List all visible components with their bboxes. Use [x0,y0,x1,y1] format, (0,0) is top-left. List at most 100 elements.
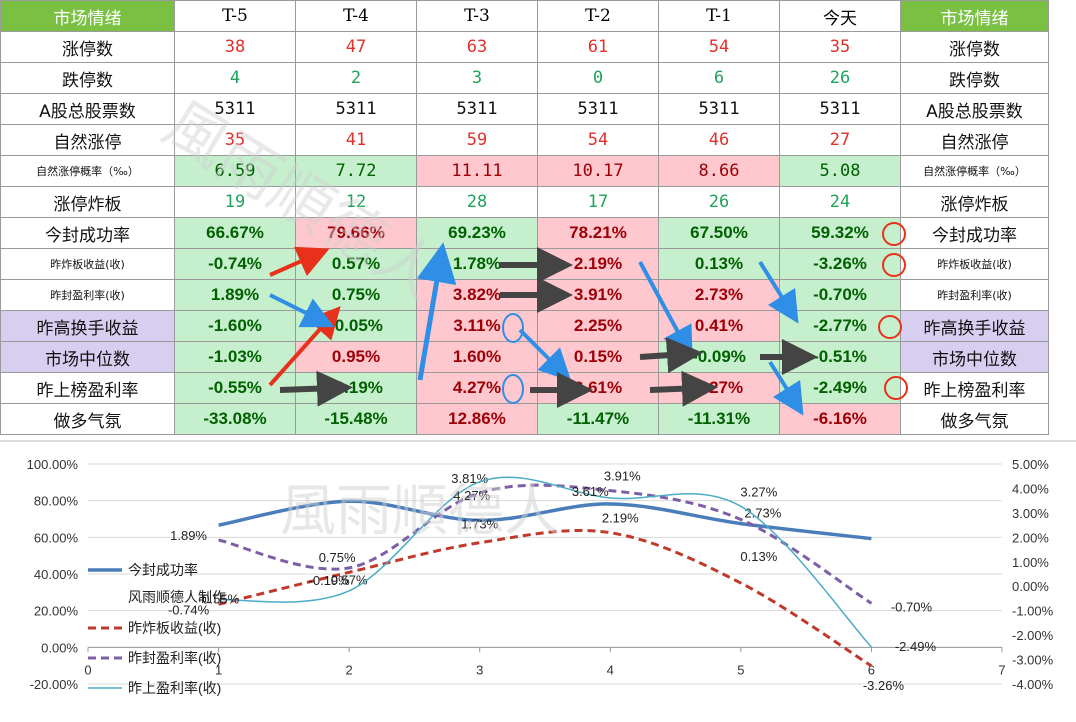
data-label: 0.13% [740,549,777,564]
legend-entry: 今封成功率 [128,562,198,578]
value-cell: 3.11% [416,310,538,342]
row-label: 做多气氛 [0,403,175,435]
series-line [218,528,873,668]
value-cell: -0.74% [174,248,296,280]
value-cell: -6.16% [779,403,901,435]
row-label-right: 自然涨停概率（‰） [900,155,1049,187]
data-label: -3.26% [863,678,905,693]
y-left-tick-label: 20.00% [34,604,79,619]
row-label: 昨上榜盈利率 [0,372,175,404]
value-cell: 67.50% [658,217,780,249]
table-row: 自然涨停概率（‰） 6.59 7.72 11.11 10.17 8.66 5.08 自然涨停概… [0,155,1049,187]
legend-note: 风雨顺德人制作 [128,589,226,605]
value-cell: 27 [779,124,901,156]
value-cell: 2.25% [537,310,659,342]
header-label: 市场情绪 [900,0,1049,32]
row-label-right: 昨高换手收益 [900,310,1049,342]
value-cell: 24 [779,186,901,218]
row-label-right: 跌停数 [900,62,1049,94]
value-cell: 0.13% [658,248,780,280]
table-row: 昨炸板收益(收) -0.74% 0.57% 1.78% 2.19% 0.13% -3.26%… [0,248,1049,280]
value-cell: 6.59 [174,155,296,187]
value-cell: 46 [658,124,780,156]
value-cell: 3 [416,62,538,94]
table-row: 市场中位数 -1.03% 0.95% 1.60% 0.15% -0.09% -0.51% 市场… [0,341,1049,373]
trend-chart: 100.00%80.00%60.00%40.00%20.00%0.00%-20.… [0,440,1076,696]
y-right-tick-label: -4.00% [1012,677,1054,692]
value-cell: 28 [416,186,538,218]
value-cell: 26 [779,62,901,94]
value-cell: 19 [174,186,296,218]
value-cell: -0.51% [779,341,901,373]
market-sentiment-table-area: 市场情绪 T-5 T-4 T-3 T-2 T-1 今天 市场情绪 涨停数 38 47 63 61 54 35… [0,0,1049,435]
data-label: 3.27% [740,484,777,499]
row-label-right: 市场中位数 [900,341,1049,373]
value-cell: 5311 [416,93,538,125]
row-label: 昨封盈利率(收) [0,279,175,311]
value-cell: -1.60% [174,310,296,342]
value-cell: 5.08 [779,155,901,187]
row-label: 自然涨停概率（‰） [0,155,175,187]
row-label-right: 昨封盈利率(收) [900,279,1049,311]
value-cell: 3.82% [416,279,538,311]
header-day: T-3 [416,0,538,32]
legend-entry: 昨封盈利率(收) [128,650,221,666]
data-label: 2.73% [744,505,781,520]
value-cell: 4 [174,62,296,94]
value-cell: -3.26% [779,248,901,280]
legend-entry: 昨上盈利率(收) [128,680,221,696]
table-row: 跌停数 4 2 3 0 6 26 跌停数 [0,62,1049,94]
value-cell: 0.15% [537,341,659,373]
value-cell: 1.89% [174,279,296,311]
value-cell: 0.57% [295,248,417,280]
value-cell: 11.11 [416,155,538,187]
data-label: 0.75% [319,550,356,565]
y-right-tick-label: -1.00% [1012,604,1054,619]
watermark: 風雨順德人 [280,479,560,544]
value-cell: 1.78% [416,248,538,280]
value-cell: 5311 [537,93,659,125]
value-cell: -2.49% [779,372,901,404]
y-right-tick-label: 0.00% [1012,579,1049,594]
x-tick-label: 0 [84,662,91,677]
row-label: 昨炸板收益(收) [0,248,175,280]
value-cell: 61 [537,31,659,63]
value-cell: 6 [658,62,780,94]
header-row: 市场情绪 T-5 T-4 T-3 T-2 T-1 今天 市场情绪 [0,0,1049,32]
data-label: -0.74% [168,602,210,617]
y-left-tick-label: 60.00% [34,530,79,545]
legend-entry: 昨炸板收益(收) [128,620,221,636]
value-cell: 59.32% [779,217,901,249]
value-cell: 0 [537,62,659,94]
row-label: A股总股票数 [0,93,175,125]
value-cell: 5311 [658,93,780,125]
value-cell: 5311 [174,93,296,125]
value-cell: 66.67% [174,217,296,249]
value-cell: 63 [416,31,538,63]
value-cell: 8.66 [658,155,780,187]
value-cell: 0.75% [295,279,417,311]
y-right-tick-label: -3.00% [1012,653,1054,668]
value-cell: 10.17 [537,155,659,187]
row-label-right: A股总股票数 [900,93,1049,125]
data-label: -0.55% [198,592,240,607]
header-day: 今天 [779,0,901,32]
table-row: A股总股票数 5311 5311 5311 5311 5311 5311 A股总股票数 [0,93,1049,125]
value-cell: -11.31% [658,403,780,435]
value-cell: -0.05% [295,310,417,342]
row-label-right: 自然涨停 [900,124,1049,156]
value-cell: 78.21% [537,217,659,249]
x-tick-label: 5 [737,662,744,677]
value-cell: -2.77% [779,310,901,342]
table-row: 昨封盈利率(收) 1.89% 0.75% 3.82% 3.91% 2.73% -0.70% 昨… [0,279,1049,311]
row-label-right: 今封成功率 [900,217,1049,249]
row-label: 昨高换手收益 [0,310,175,342]
x-tick-label: 1 [215,662,222,677]
y-left-tick-label: 100.00% [27,457,79,472]
value-cell: -0.09% [658,341,780,373]
row-label: 跌停数 [0,62,175,94]
data-label: -2.49% [895,639,937,654]
data-label: 3.91% [604,469,641,484]
x-tick-label: 4 [607,662,614,677]
value-cell: -33.08% [174,403,296,435]
